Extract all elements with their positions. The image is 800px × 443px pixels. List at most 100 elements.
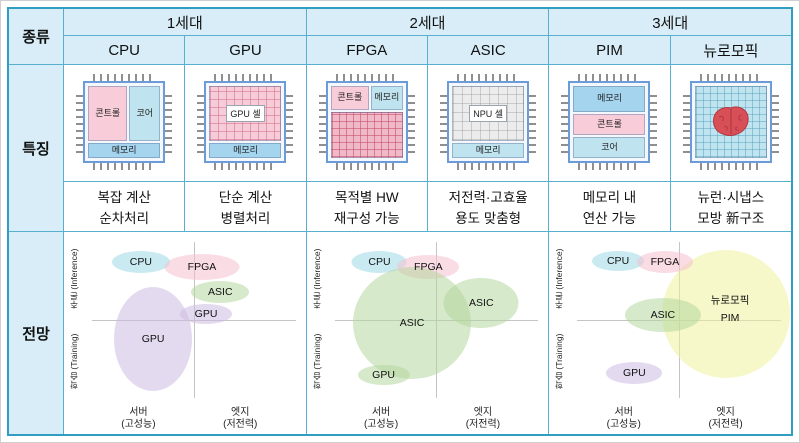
- chart-bubble-cpu: [111, 251, 170, 274]
- chip-block-control: 콘트롤: [88, 86, 128, 141]
- chip-die: NPU 셀 메모리: [447, 81, 530, 163]
- chip-pins-right: [286, 91, 294, 153]
- chart-bubble-label-fpga: FPGA: [187, 260, 217, 273]
- outlook-chart-gen1: 추론 (Inference) 학습 (Training) CPU FPGA ASIC…: [64, 232, 306, 434]
- x-axis-label-edge: 엣지 (저전력): [185, 407, 296, 431]
- y-axis-label-inference: 추론 (Inference): [311, 248, 322, 309]
- feature-desc-neuromorphic: 뉴런·시냅스 모방 新구조: [670, 181, 791, 231]
- chip-block-memory: 메모리: [88, 143, 161, 158]
- feature-desc-asic: 저전력·고효율 용도 맞춤형: [428, 181, 549, 231]
- chip-pins-bottom: [214, 163, 277, 170]
- x-axis-label-line: 서버: [371, 407, 391, 418]
- chip-pins-top: [699, 74, 762, 81]
- feature-desc-line: 메모리 내: [582, 190, 637, 205]
- feature-desc-cpu: 복잡 계산 순차처리: [64, 181, 185, 231]
- chart-bubble-label-gpu: GPU: [141, 332, 165, 345]
- chip-die: GPU 셀 메모리: [204, 81, 287, 163]
- feature-desc-line: 연산 가능: [582, 211, 637, 226]
- chip-header-neuromorphic: 뉴로모픽: [670, 36, 791, 64]
- x-axis-label-edge: 엣지 (저전력): [670, 407, 781, 431]
- chip-pins-bottom: [457, 163, 520, 170]
- outlook-chart-gen3: 추론 (Inference) 학습 (Training) CPU FPGA ASIC…: [549, 232, 791, 434]
- chart-bubble-fpga: [164, 253, 240, 280]
- feature-desc-gpu: 단순 계산 병렬처리: [185, 181, 306, 231]
- chart-bubble-label-asic: ASIC: [469, 296, 494, 309]
- chip-die: [689, 81, 772, 163]
- feature-desc-line: 재구성 가능: [333, 211, 400, 226]
- chip-pins-bottom: [93, 163, 156, 170]
- feature-desc-line: 병렬처리: [220, 211, 271, 226]
- feature-cell-fpga: 콘트롤 메모리 목적별 HW 재구성 가능: [306, 65, 427, 231]
- chip-header-cpu: CPU: [64, 36, 185, 64]
- row-header-type: 종류: [9, 9, 63, 64]
- feature-desc-pim: 메모리 내 연산 가능: [549, 181, 670, 231]
- y-axis-label-training: 학습 (Training): [554, 333, 565, 390]
- gpu-cell-array: GPU 셀: [209, 86, 282, 141]
- chip-pins-left: [440, 91, 448, 153]
- chart-bubble-label-fpga: FPGA: [414, 260, 443, 273]
- y-axis-label-inference: 추론 (Inference): [69, 248, 79, 309]
- chart-bubble-asic: [624, 298, 701, 333]
- chart-bubble-asic: [191, 280, 250, 303]
- chip-block-control: 콘트롤: [573, 114, 646, 136]
- chip-pins-right: [165, 91, 173, 153]
- chart-bubble-label-뉴로모픽: 뉴로모픽: [710, 294, 750, 307]
- x-axis-label-server: 서버 (고성능): [335, 407, 428, 431]
- x-axis-label-line: 엣지: [716, 407, 735, 418]
- feature-desc-line: 용도 맞춤형: [455, 211, 522, 226]
- chip-block-core: 코어: [129, 86, 161, 141]
- semiconductor-table: 종류 1세대 2세대 3세대 CPU GPU FPGA ASIC PIM 뉴로모…: [9, 9, 791, 434]
- chip-pins-left: [76, 91, 84, 153]
- chip-pins-right: [529, 91, 537, 153]
- feature-cell-asic: NPU 셀 메모리 저전력·고효율 용도 맞춤형: [428, 65, 549, 231]
- x-axis-label-line: (고성능): [363, 419, 399, 430]
- chart-bubble-asic: [443, 277, 519, 328]
- feature-cell-gpu: GPU 셀 메모리 단순 계산 병렬처리: [185, 65, 306, 231]
- chart-plot: CPU FPGA ASIC GPU GPU: [92, 242, 296, 398]
- feature-desc-line: 저전력·고효율: [448, 190, 528, 205]
- chip-pins-bottom: [578, 163, 641, 170]
- x-axis-label-line: (고성능): [121, 419, 156, 430]
- feature-cell-cpu: 콘트롤 코어 메모리 복잡 계산 순차처리: [64, 65, 185, 231]
- fpga-logic-array: [330, 112, 403, 158]
- feature-desc-fpga: 목적별 HW 재구성 가능: [306, 181, 427, 231]
- chip-pins-top: [335, 74, 398, 81]
- cpu-chip-diagram: 콘트롤 코어 메모리: [76, 74, 173, 170]
- chip-pins-top: [578, 74, 641, 81]
- chip-block-npu-cell: NPU 셀: [469, 105, 508, 122]
- chart-bubble-label-asic: ASIC: [399, 317, 425, 330]
- chip-header-fpga: FPGA: [306, 36, 427, 64]
- x-axis-label-edge: 엣지 (저전력): [427, 407, 538, 431]
- chart-bubble-label-pim: PIM: [720, 312, 740, 325]
- feature-desc-line: 모방 新구조: [697, 211, 765, 226]
- y-axis-label-inference: 추론 (Inference): [554, 248, 565, 309]
- feature-desc-line: 복잡 계산: [97, 190, 151, 205]
- chip-pins-bottom: [699, 163, 762, 170]
- chip-pins-left: [561, 91, 569, 153]
- chip-header-asic: ASIC: [428, 36, 549, 64]
- feature-desc-line: 뉴런·시냅스: [697, 190, 765, 205]
- chip-block-row: 콘트롤 코어: [88, 86, 161, 141]
- chart-bubble-label-cpu: CPU: [368, 256, 391, 269]
- x-axis-label-line: 엣지: [473, 407, 493, 418]
- table-frame: 종류 1세대 2세대 3세대 CPU GPU FPGA ASIC PIM 뉴로모…: [7, 7, 793, 436]
- neuromorphic-array: [694, 86, 767, 158]
- pim-chip-diagram: 메모리 콘트롤 코어: [561, 74, 658, 170]
- chip-pins-top: [93, 74, 156, 81]
- asic-chip-diagram: NPU 셀 메모리: [440, 74, 537, 170]
- gpu-chip-diagram: GPU 셀 메모리: [197, 74, 294, 170]
- chart-bubble-label-gpu: GPU: [372, 368, 395, 381]
- chip-header-gpu: GPU: [185, 36, 306, 64]
- chart-bubble-asic: [353, 267, 472, 380]
- y-axis-label-training: 학습 (Training): [311, 333, 322, 390]
- chart-bubble-gpu: [357, 364, 410, 385]
- x-axis-label-server: 서버 (고성능): [92, 407, 185, 431]
- neuromorphic-chip-diagram: [682, 74, 779, 170]
- x-axis-label-line: (저전력): [708, 419, 743, 430]
- chip-pins-left: [318, 91, 326, 153]
- feature-desc-line: 단순 계산: [218, 190, 273, 205]
- chip-block-memory: 메모리: [209, 143, 282, 158]
- row-header-outlook: 전망: [9, 232, 63, 434]
- x-axis-label-line: (저전력): [465, 419, 501, 430]
